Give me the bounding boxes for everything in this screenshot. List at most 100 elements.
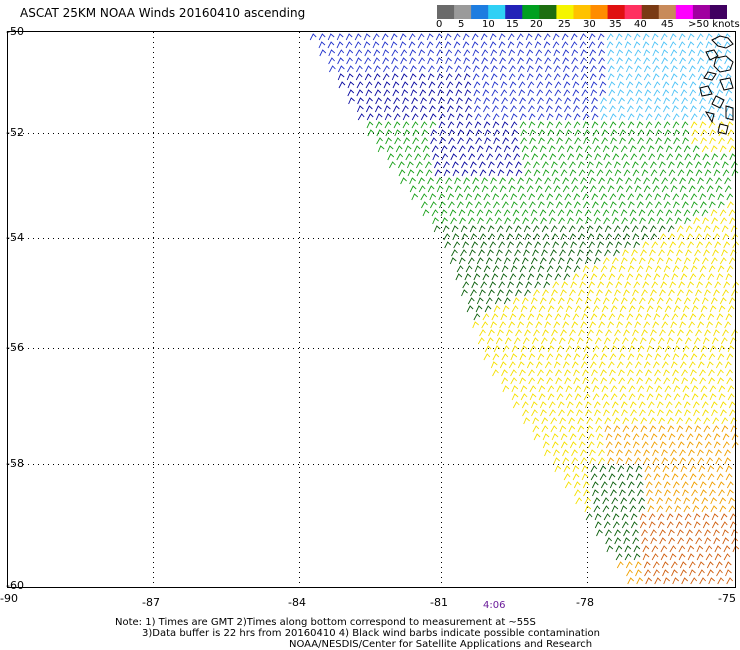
- wind-barb: [487, 161, 495, 169]
- wind-barb: [715, 49, 723, 57]
- wind-barb: [455, 105, 463, 113]
- wind-barb: [695, 329, 702, 337]
- wind-barb: [688, 457, 696, 465]
- wind-barb: [623, 529, 630, 537]
- wind-barb: [669, 33, 677, 41]
- wind-barb: [640, 249, 647, 257]
- wind-barb: [612, 513, 620, 521]
- wind-barb: [535, 177, 542, 185]
- wind-barb: [541, 225, 549, 233]
- wind-barb: [615, 241, 622, 249]
- wind-barb: [480, 281, 488, 289]
- wind-barb: [639, 217, 646, 225]
- wind-barb: [630, 409, 637, 417]
- wind-barb: [726, 577, 734, 585]
- wind-barb: [535, 57, 542, 65]
- wind-barb: [444, 33, 452, 41]
- wind-barb: [495, 217, 502, 225]
- wind-barb: [609, 121, 617, 129]
- wind-barb: [642, 545, 650, 553]
- wind-barb: [564, 121, 572, 129]
- wind-barb: [521, 297, 529, 305]
- wind-barb: [643, 177, 650, 185]
- wind-barb: [376, 137, 383, 145]
- wind-barb: [659, 441, 667, 449]
- wind-barb: [465, 121, 473, 129]
- wind-barb: [668, 433, 676, 441]
- wind-barb: [409, 177, 416, 185]
- wind-barb: [521, 145, 529, 153]
- wind-barb: [519, 113, 527, 121]
- wind-barb: [681, 121, 689, 129]
- wind-barb: [621, 217, 628, 225]
- wind-barb: [679, 57, 686, 65]
- wind-barb: [375, 113, 383, 121]
- wind-barb: [493, 305, 501, 313]
- wind-barb: [454, 185, 462, 193]
- wind-barb: [572, 473, 580, 481]
- wind-barb: [396, 153, 404, 161]
- wind-barb: [356, 65, 363, 73]
- wind-barb: [614, 233, 622, 241]
- wind-barb: [555, 353, 563, 361]
- wind-barb: [622, 425, 630, 433]
- wind-barb: [662, 81, 670, 89]
- wind-barb: [428, 81, 436, 89]
- wind-barb: [609, 481, 617, 489]
- wind-barb: [577, 249, 584, 257]
- wind-barb: [670, 57, 677, 65]
- wind-barb: [638, 257, 646, 265]
- wind-barb: [636, 105, 643, 113]
- wind-barb: [650, 433, 658, 441]
- wind-barb: [618, 265, 626, 273]
- wind-barb: [336, 33, 344, 41]
- wind-barb: [712, 161, 720, 169]
- wind-barb: [699, 121, 707, 129]
- wind-barb: [618, 113, 626, 121]
- wind-barb: [593, 145, 601, 153]
- wind-barb: [597, 281, 605, 289]
- wind-barb: [698, 105, 706, 113]
- wind-barb: [599, 313, 607, 321]
- wind-barb: [598, 49, 606, 57]
- wind-barb: [389, 161, 396, 169]
- lon-label-81: -81: [430, 596, 448, 609]
- wind-barb: [731, 537, 739, 545]
- note-line-3: NOAA/NESDIS/Center for Satellite Applica…: [289, 639, 593, 650]
- wind-barb: [533, 233, 541, 241]
- wind-barb: [618, 369, 625, 377]
- wind-barb: [711, 513, 719, 521]
- wind-barb: [537, 369, 544, 377]
- wind-barb: [679, 561, 687, 569]
- wind-barb: [492, 113, 500, 121]
- wind-barb: [598, 177, 605, 185]
- wind-barb: [629, 145, 637, 153]
- wind-barb: [591, 481, 599, 489]
- wind-barb: [355, 73, 363, 81]
- wind-barb: [671, 81, 679, 89]
- wind-barb: [463, 177, 470, 185]
- wind-barb: [580, 321, 588, 329]
- wind-barb: [580, 185, 588, 193]
- wind-barb: [417, 41, 425, 49]
- wind-barb: [665, 505, 673, 513]
- wind-barb: [489, 241, 497, 249]
- wind-barb: [703, 225, 711, 233]
- wind-barb: [725, 465, 733, 473]
- wind-barb: [678, 241, 686, 249]
- wind-barb: [617, 65, 624, 73]
- wind-barb: [719, 497, 727, 505]
- map-frame: [7, 31, 736, 588]
- wind-barb: [499, 49, 507, 57]
- wind-barb: [653, 89, 661, 97]
- grid-lines: [8, 32, 735, 587]
- wind-barb: [528, 121, 536, 129]
- wind-barb: [446, 81, 454, 89]
- wind-barb: [502, 305, 510, 313]
- wind-barb: [534, 33, 542, 41]
- wind-barb: [535, 361, 543, 369]
- coastline-island: [719, 77, 734, 91]
- wind-barb: [573, 481, 581, 489]
- wind-barb: [705, 281, 713, 289]
- wind-barb: [608, 273, 616, 281]
